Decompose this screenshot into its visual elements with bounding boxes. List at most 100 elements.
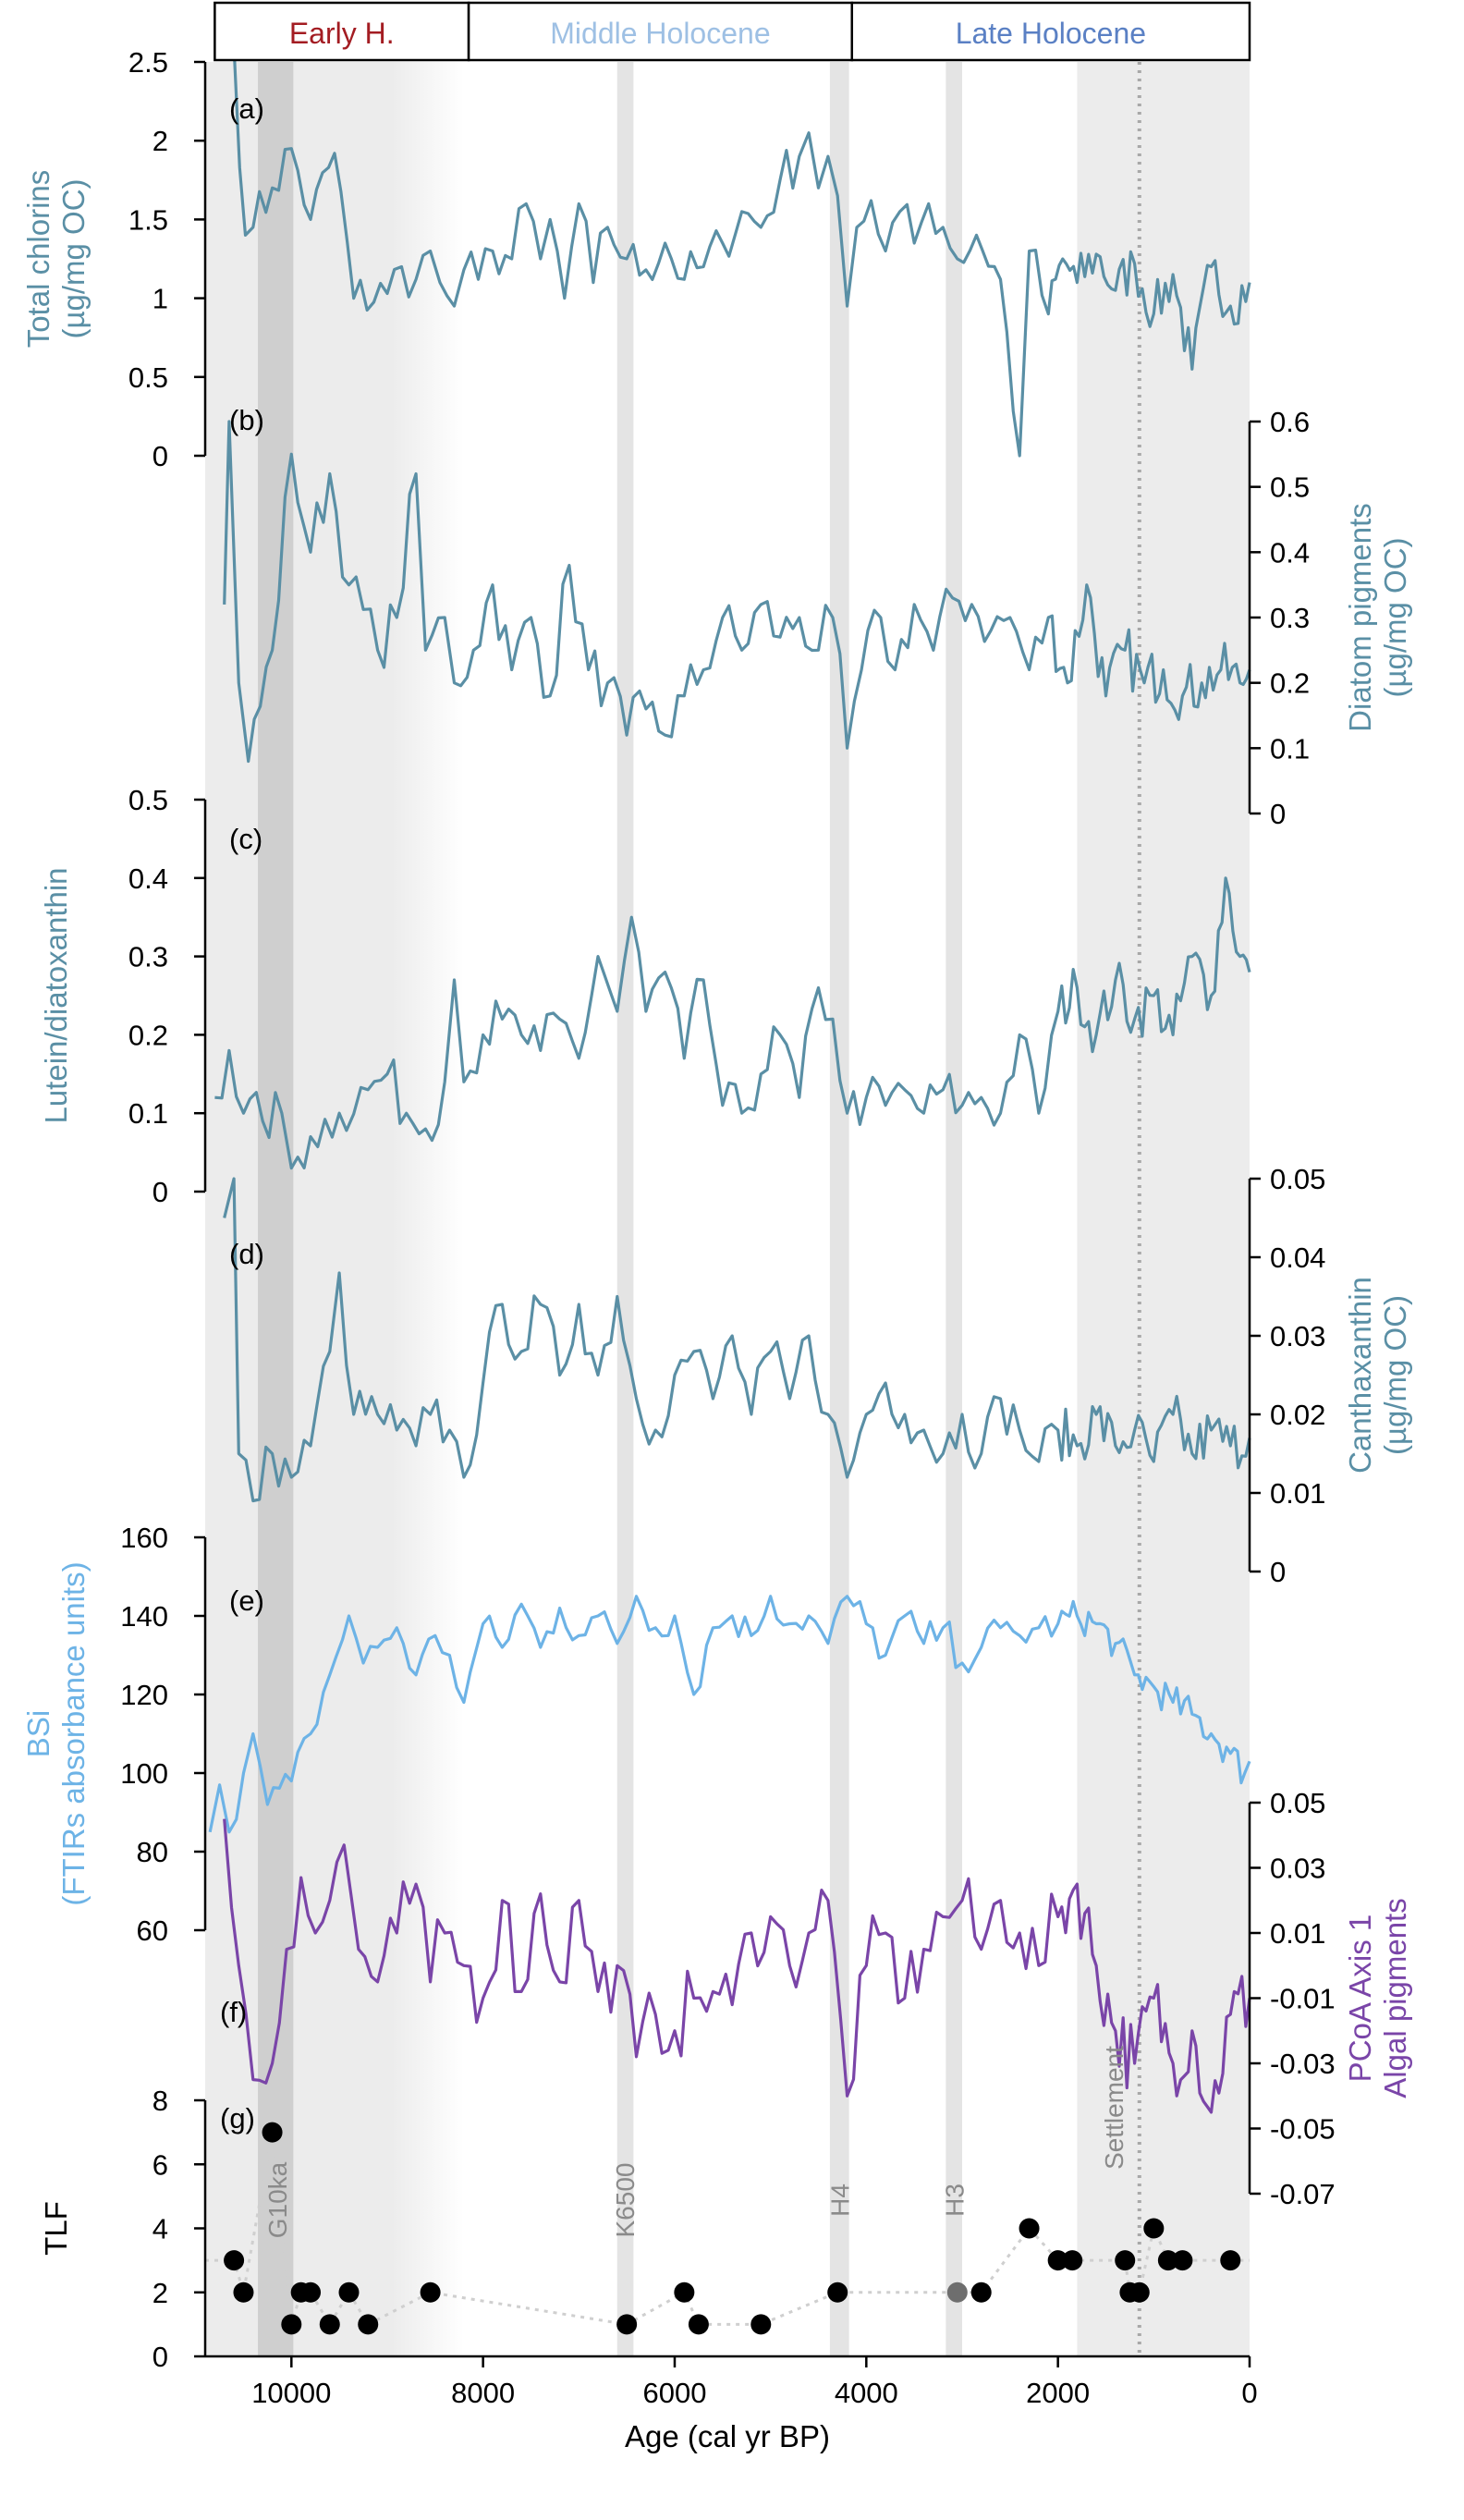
panel-label-e: (e) (229, 1584, 264, 1617)
y-axis-title-d: (µg/mg OC) (1378, 1295, 1412, 1455)
series-line-a (232, 45, 1251, 458)
text-layer: Early H. Middle Holocene Late Holocene 0 0.5… (21, 17, 1412, 2453)
tlf-point-26 (1220, 2250, 1241, 2271)
x-tick-label-0: 10000 (251, 2377, 331, 2409)
tlf-point-24 (1157, 2250, 1178, 2271)
tlf-point-9 (420, 2281, 441, 2303)
y-tick-label-b: 0.3 (1270, 602, 1310, 634)
y-tick-label-d: 0.03 (1270, 1320, 1325, 1352)
y-axis-title-e: (FTIRs absorbance units) (56, 1561, 91, 1905)
shading-layer (205, 62, 1250, 2356)
y-tick-label-d: 0.04 (1270, 1242, 1325, 1274)
tlf-point-16 (970, 2281, 992, 2303)
tlf-point-13 (750, 2314, 772, 2335)
tlf-point-14 (827, 2281, 848, 2303)
y-tick-label-c: 0.4 (128, 862, 168, 895)
tlf-point-10 (616, 2314, 638, 2335)
tlf-point-20 (1115, 2250, 1136, 2271)
panel-label-d: (d) (229, 1238, 264, 1270)
y-tick-label-b: 0.4 (1270, 536, 1310, 569)
series-line-b (223, 420, 1251, 764)
tephra-band (829, 62, 849, 2356)
series-line-e (208, 1595, 1251, 1834)
y-tick-label-f: 0.01 (1270, 1917, 1325, 1950)
x-tick-label-2: 6000 (642, 2377, 706, 2409)
tephra-label-2: H4 (825, 2184, 854, 2217)
tephra-label-1: K6500 (611, 2163, 640, 2238)
y-tick-label-c: 0.1 (128, 1097, 168, 1130)
y-tick-label-d: 0.02 (1270, 1399, 1325, 1431)
y-tick-label-d: 0 (1270, 1556, 1286, 1588)
y-tick-label-b: 0.2 (1270, 667, 1310, 700)
tlf-point-11 (674, 2281, 695, 2303)
g10ka-band (258, 62, 294, 2356)
period-label-0: Early H. (289, 17, 395, 50)
x-tick-label-1: 8000 (451, 2377, 515, 2409)
tlf-point-3 (281, 2314, 302, 2335)
y-axis-title-e: BSi (21, 1710, 55, 1757)
y-axis-title-c: Lutein/diatoxanthin (39, 867, 73, 1123)
y-tick-label-c: 0.3 (128, 941, 168, 973)
y-tick-label-b: 0.6 (1270, 406, 1310, 438)
x-axis-title: Age (cal yr BP) (625, 2419, 830, 2453)
y-tick-label-e: 120 (120, 1679, 168, 1711)
period-label-2: Late Holocene (956, 17, 1146, 50)
panel-label-b: (b) (229, 404, 264, 436)
tlf-point-18 (1047, 2250, 1068, 2271)
y-tick-label-c: 0 (152, 1176, 168, 1208)
y-tick-label-b: 0.1 (1270, 732, 1310, 765)
tephra-label-3: H3 (941, 2184, 970, 2217)
y-tick-label-c: 0.2 (128, 1019, 168, 1051)
tlf-point-0 (224, 2250, 245, 2271)
y-tick-label-f: -0.07 (1270, 2178, 1336, 2210)
tlf-point-19 (1062, 2250, 1083, 2271)
y-axis-title-g: TLF (39, 2201, 73, 2256)
y-tick-label-f: 0.05 (1270, 1787, 1325, 1819)
axes-layer (194, 1, 1261, 2367)
tlf-point-22 (1128, 2281, 1150, 2303)
y-axis-title-b: Diatom pigments (1343, 503, 1377, 732)
series-layer (205, 45, 1251, 2335)
settlement-label: Settlement (1100, 2046, 1128, 2170)
y-tick-label-g: 0 (152, 2341, 168, 2373)
period-label-1: Middle Holocene (550, 17, 770, 50)
y-tick-label-g: 2 (152, 2277, 168, 2309)
x-tick-label-4: 2000 (1026, 2377, 1090, 2409)
y-tick-label-g: 6 (152, 2148, 168, 2181)
early-holocene-band (205, 62, 464, 2356)
y-tick-label-a: 2.5 (128, 46, 168, 79)
tlf-point-2 (262, 2122, 283, 2143)
y-tick-label-a: 0.5 (128, 361, 168, 394)
y-axis-title-d: Canthaxanthin (1343, 1277, 1377, 1474)
panel-label-f: (f) (220, 1996, 247, 2028)
tlf-point-6 (319, 2314, 340, 2335)
period-box-2 (850, 1, 1251, 62)
y-axis-title-a: Total chlorins (21, 170, 55, 349)
y-tick-label-f: 0.03 (1270, 1853, 1325, 1885)
y-tick-label-e: 80 (137, 1836, 168, 1868)
y-axis-title-f: Algal pigments (1378, 1898, 1412, 2098)
tlf-point-5 (300, 2281, 322, 2303)
y-tick-label-d: 0.05 (1270, 1163, 1325, 1195)
tlf-point-23 (1143, 2218, 1165, 2239)
series-line-c (214, 876, 1251, 1170)
y-tick-label-f: -0.05 (1270, 2113, 1336, 2146)
panel-label-c: (c) (229, 823, 262, 855)
y-tick-label-a: 1 (152, 283, 168, 315)
y-tick-label-f: -0.03 (1270, 2048, 1336, 2080)
y-tick-label-a: 1.5 (128, 203, 168, 236)
y-tick-label-b: 0.5 (1270, 471, 1310, 504)
tephra-band (946, 62, 962, 2356)
y-tick-label-e: 140 (120, 1600, 168, 1633)
x-tick-label-3: 4000 (835, 2377, 898, 2409)
y-axis-title-b: (µg/mg OC) (1378, 537, 1412, 697)
tlf-point-12 (688, 2314, 709, 2335)
tlf-point-17 (1019, 2218, 1040, 2239)
x-tick-label-5: 0 (1241, 2377, 1257, 2409)
y-tick-label-e: 100 (120, 1757, 168, 1790)
y-tick-label-a: 0 (152, 440, 168, 472)
tlf-point-15 (946, 2281, 968, 2303)
y-tick-label-f: -0.01 (1270, 1983, 1336, 2015)
series-line-d (223, 1177, 1251, 1503)
